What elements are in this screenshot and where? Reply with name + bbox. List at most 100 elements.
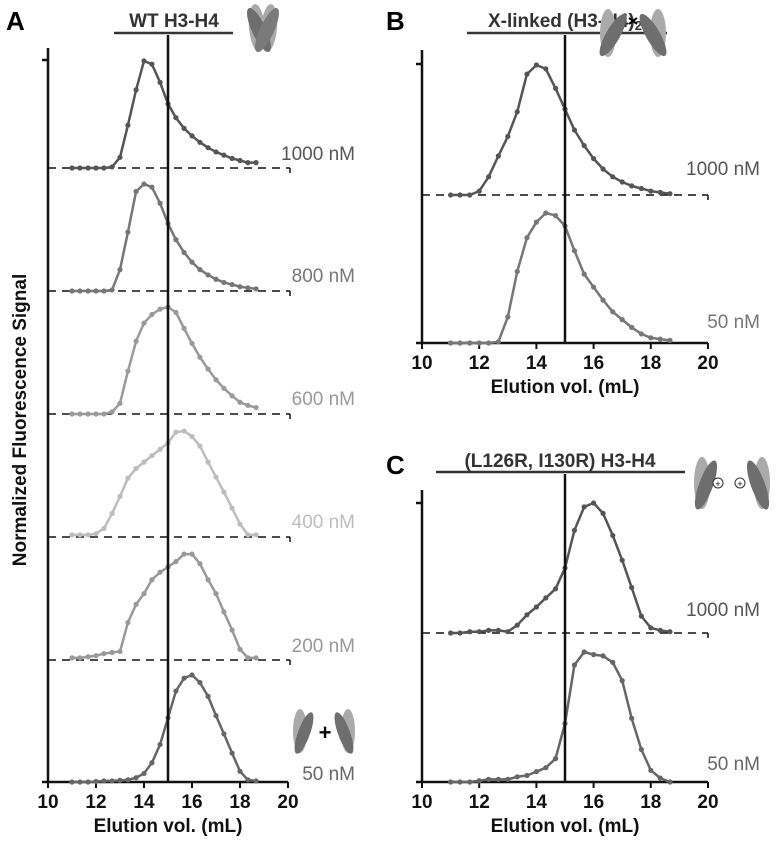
panel-b-data-point — [552, 213, 559, 219]
panel-a-data-point — [93, 531, 99, 537]
panel-b-data-point — [524, 235, 530, 241]
panel-a-data-point — [189, 551, 195, 557]
panel-c-data-point — [486, 776, 492, 783]
panel-a-data-point — [197, 354, 203, 360]
y-axis-label: Normalized Fluorescence Signal — [10, 274, 31, 566]
panel-a-data-point — [253, 404, 259, 411]
panel-a-data-point — [205, 145, 211, 151]
panel-c-x-tick-label: 18 — [640, 792, 661, 813]
panel-a-data-point — [245, 777, 251, 783]
charged-mutant-dimers-icon: + + — [694, 457, 770, 510]
panel-a-data-point — [109, 778, 115, 784]
panel-b-data-point — [514, 109, 520, 115]
panel-c-data-point — [648, 767, 654, 773]
panel-b-x-tick-label: 20 — [697, 353, 718, 374]
svg-text:+: + — [737, 479, 742, 489]
panel-c-title: (L126R, I130R) H3-H4 — [464, 451, 656, 472]
panel-a-data-point — [157, 306, 163, 312]
panel-a-data-point — [237, 157, 243, 164]
panel-a-data-point — [229, 627, 235, 633]
panel-a-data-point — [117, 154, 123, 160]
panel-c-data-point — [457, 779, 463, 785]
panel-a-data-point — [205, 272, 211, 278]
panel-a-data-point — [237, 399, 243, 405]
panel-c-x-axis-label: Elution vol. (mL) — [491, 816, 640, 837]
panel-c-data-point — [581, 649, 587, 655]
crosslinked-tetramer-icon — [599, 9, 667, 57]
panel-a-data-point — [141, 58, 147, 64]
panel-b-series-line — [450, 211, 671, 345]
panel-b-data-point — [524, 71, 530, 77]
panel-a-data-point — [141, 320, 147, 326]
panel-a-data-point — [93, 288, 99, 294]
panel-a-data-point — [149, 577, 155, 583]
panel-a-data-point — [213, 713, 219, 719]
panel-a-data-point — [229, 281, 235, 288]
panel-b-data-point — [657, 336, 663, 342]
panel-a-data-point — [85, 411, 91, 417]
h3-h4-dimer-icon — [247, 4, 279, 52]
panel-c-data-point — [619, 678, 625, 684]
panel-c-data-point — [667, 779, 673, 785]
panel-a-data-point — [93, 165, 99, 171]
panel-c-series-line — [450, 650, 671, 784]
panel-c-data-point — [610, 659, 616, 666]
panel-a-series-line — [72, 305, 257, 416]
panel-a-data-point — [245, 160, 251, 166]
panel-a-data-point — [125, 619, 131, 626]
panel-b-x-tick-label: 16 — [583, 353, 604, 374]
panel-c-data-point — [448, 630, 454, 636]
panel-a-data-point — [253, 286, 259, 292]
panel-a-data-point — [229, 505, 235, 511]
panel-a-data-point — [101, 778, 107, 784]
panel-a-data-point — [77, 165, 83, 171]
panel-b-title-main: X-linked (H3-H4) — [488, 11, 635, 32]
panel-b-data-point — [486, 174, 492, 180]
panel-a-data-point — [221, 489, 227, 495]
panel-a-data-point — [101, 650, 107, 657]
panel-c-data-point — [657, 775, 663, 781]
panel-a-data-point — [101, 525, 107, 532]
panel-b-data-point — [629, 324, 635, 330]
panel-a-data-point — [101, 411, 107, 417]
panel-a-data-point — [253, 655, 259, 661]
panel-b-x-axis-label: Elution vol. (mL) — [491, 377, 640, 398]
panel-c-x-tick-label: 20 — [697, 792, 718, 813]
panel-b-data-point — [638, 185, 644, 192]
panel-b-data-point — [476, 340, 482, 346]
panel-b-data-point — [505, 133, 511, 140]
panel-b-x-tick-label: 10 — [411, 353, 432, 374]
panel-c-x-tick-label: 16 — [583, 792, 604, 813]
panel-c-data-point — [524, 612, 530, 618]
panel-a-data-point — [253, 778, 259, 784]
panel-a-data-point — [157, 200, 163, 206]
panel-a-data-point — [173, 309, 179, 315]
panel-a-title: WT H3-H4 — [129, 11, 219, 32]
panel-c-data-point — [571, 662, 578, 668]
panel-a-data-point — [221, 731, 227, 737]
panel-c-series-label: 50 nM — [707, 754, 760, 775]
panel-a-data-point — [101, 165, 107, 171]
panel-a-data-point — [85, 165, 91, 171]
panel-b-data-point — [600, 297, 606, 303]
panel-a-x-tick-label: 10 — [37, 792, 58, 813]
panel-a-data-point — [141, 591, 147, 597]
panel-b-title-subscript: 2 — [635, 18, 642, 33]
panel-c-data-point — [667, 629, 673, 635]
panel-a-data-point — [85, 654, 91, 660]
panel-a-data-point — [141, 459, 147, 465]
panel-c-data-point — [591, 500, 597, 506]
panel-a-data-point — [181, 428, 187, 434]
panel-a-data-point — [181, 675, 187, 681]
panel-a-data-point — [77, 779, 83, 785]
panel-a-data-point — [157, 741, 163, 748]
panel-a-data-point — [149, 453, 155, 459]
panel-a-data-point — [109, 287, 115, 293]
panel-c-data-point — [648, 625, 654, 631]
panel-a-data-point — [253, 160, 259, 166]
panel-c-x-tick-label: 14 — [526, 792, 548, 813]
panel-a-data-point — [221, 152, 227, 158]
panel-a-data-point — [125, 475, 131, 481]
panel-a-series-line — [72, 552, 257, 660]
